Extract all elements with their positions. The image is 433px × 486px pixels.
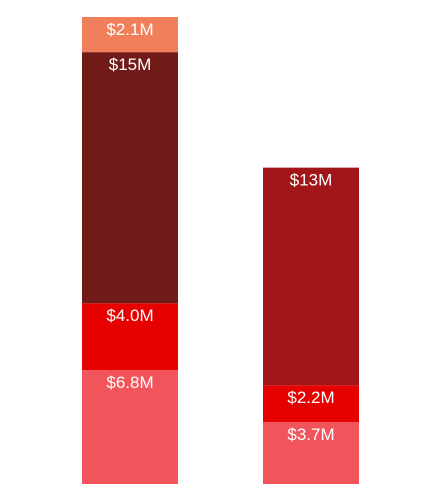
data-label: $6.8M [106, 373, 153, 392]
bar-segment [263, 167, 359, 386]
bar-segment [263, 385, 359, 423]
bar-segment [82, 370, 178, 484]
bar-segment [82, 17, 178, 53]
data-label: $2.2M [287, 388, 334, 407]
data-label: $3.7M [287, 425, 334, 444]
data-label: $2.1M [106, 20, 153, 39]
bar-segment [82, 303, 178, 371]
data-label: $4.0M [106, 306, 153, 325]
bar-segment [263, 422, 359, 484]
bar-segment [82, 52, 178, 304]
data-label: $15M [109, 55, 152, 74]
data-label: $13M [290, 171, 333, 190]
